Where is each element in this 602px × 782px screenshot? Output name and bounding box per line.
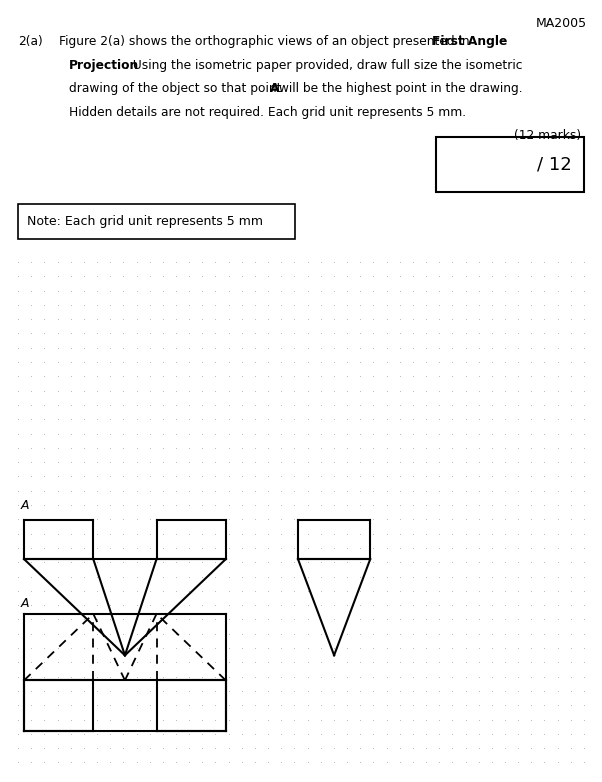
Text: Figure 2(a) shows the orthographic views of an object presented in: Figure 2(a) shows the orthographic views…: [59, 35, 474, 48]
Text: will be the highest point in the drawing.: will be the highest point in the drawing…: [275, 82, 523, 95]
Text: First Angle: First Angle: [432, 35, 507, 48]
Text: A: A: [21, 597, 29, 610]
Text: A: A: [270, 82, 279, 95]
Text: (12 marks): (12 marks): [514, 129, 581, 142]
Bar: [18, 204, 295, 239]
Text: A: A: [21, 499, 29, 512]
Text: MA2005: MA2005: [536, 17, 587, 30]
Text: Note: Each grid unit represents 5 mm: Note: Each grid unit represents 5 mm: [27, 215, 263, 228]
Text: drawing of the object so that point: drawing of the object so that point: [69, 82, 285, 95]
Text: / 12: / 12: [537, 155, 572, 174]
Text: . Using the isometric paper provided, draw full size the isometric: . Using the isometric paper provided, dr…: [125, 59, 523, 72]
Text: 2(a): 2(a): [18, 35, 43, 48]
Text: Hidden details are not required. Each grid unit represents 5 mm.: Hidden details are not required. Each gr…: [69, 106, 467, 119]
Text: Projection: Projection: [69, 59, 140, 72]
Bar: [436, 137, 584, 192]
